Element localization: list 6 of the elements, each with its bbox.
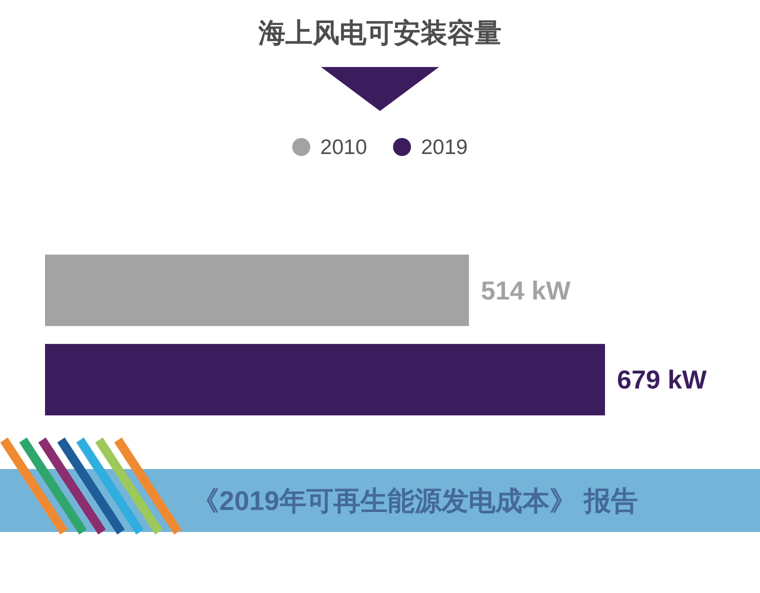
data-label: 679 kW <box>617 364 708 395</box>
data-label: 514 kW <box>480 275 571 306</box>
legend-label: 2010 <box>320 136 367 159</box>
text: 《2019年可再生能源发电成本》 报告 <box>192 486 638 516</box>
chart-title: 海上风电可安装容量 <box>258 18 502 48</box>
legend-label: 2019 <box>421 136 468 159</box>
